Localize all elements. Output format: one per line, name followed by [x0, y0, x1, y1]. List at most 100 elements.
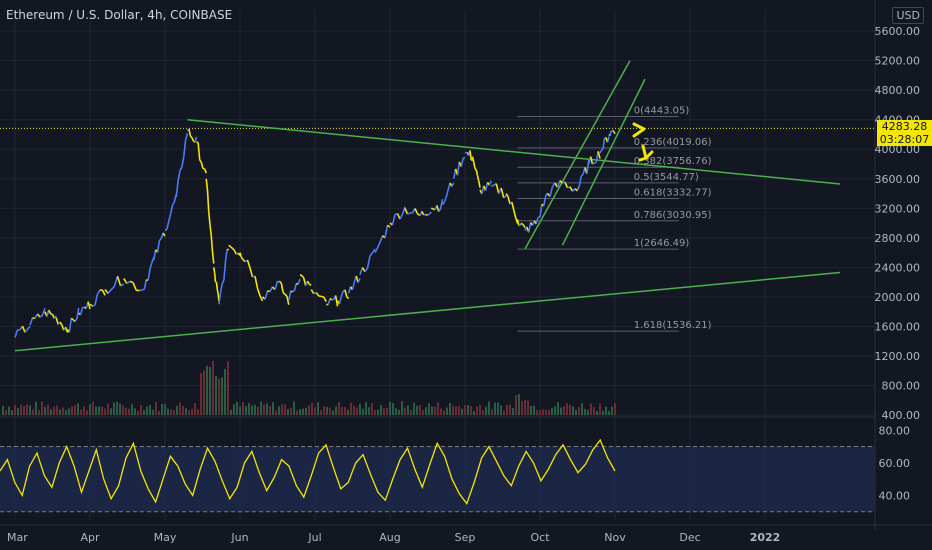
volume-bar	[488, 401, 490, 415]
price-segment	[277, 280, 280, 283]
volume-bar	[71, 406, 73, 415]
price-segment	[612, 130, 615, 133]
time-tick-label: Dec	[679, 531, 700, 544]
volume-bar	[581, 403, 583, 415]
price-segment	[344, 289, 348, 298]
price-segment	[92, 304, 96, 307]
price-segment	[359, 267, 364, 276]
price-segment	[79, 307, 84, 315]
volume-bar	[5, 409, 7, 415]
volume-bar	[170, 409, 172, 415]
fib-level-label: 1(2646.49)	[634, 238, 690, 249]
volume-bar	[605, 406, 607, 415]
price-segment	[549, 186, 554, 197]
price-segment	[235, 252, 239, 255]
volume-bar	[308, 405, 310, 415]
price-segment	[425, 213, 428, 216]
currency-button[interactable]: USD	[892, 7, 924, 24]
price-segment	[606, 136, 610, 143]
price-segment	[196, 141, 199, 144]
price-segment	[399, 213, 404, 220]
price-segment	[120, 283, 125, 287]
volume-bar	[164, 404, 166, 415]
price-segment	[41, 307, 46, 316]
volume-bar	[8, 406, 10, 415]
price-segment	[132, 282, 137, 291]
volume-bar	[602, 410, 604, 415]
volume-bar	[272, 402, 274, 415]
volume-bar	[110, 408, 112, 415]
price-segment	[29, 317, 34, 326]
volume-bar	[578, 406, 580, 415]
price-segment	[351, 281, 356, 290]
price-segment	[580, 173, 584, 177]
price-segment	[113, 276, 119, 287]
price-segment	[194, 136, 198, 143]
volume-bar	[443, 410, 445, 415]
price-tick-label: 3200.00	[875, 202, 921, 215]
trendline	[561, 78, 646, 246]
volume-bar	[293, 401, 295, 415]
volume-bar	[269, 405, 271, 415]
volume-bar	[608, 410, 610, 415]
trendline	[187, 118, 841, 185]
time-axis[interactable]: Mar Apr May Jun Jul Aug Sep Oct Nov Dec 2022	[0, 524, 932, 544]
fib-level-label: 0.236(4019.06)	[634, 137, 712, 148]
price-segment	[206, 190, 210, 212]
price-segment	[211, 251, 215, 264]
volume-bar	[176, 405, 178, 415]
volume-bar	[146, 406, 148, 415]
volume-bar	[527, 400, 529, 415]
chart-title: Ethereum / U.S. Dollar, 4h, COINBASE	[6, 8, 233, 22]
volume-bar	[263, 404, 265, 415]
volume-bar	[161, 403, 163, 415]
volume-bar	[434, 406, 436, 415]
volume-bar	[401, 401, 403, 415]
rsi-tick-label: 60.00	[879, 457, 911, 470]
price-segment	[514, 217, 519, 224]
price-segment	[209, 224, 213, 236]
volume-bar	[503, 410, 505, 415]
volume-bar	[386, 407, 388, 415]
price-segment	[116, 275, 122, 287]
volume-bar	[584, 408, 586, 415]
volume-bar	[47, 404, 49, 415]
price-segment	[495, 183, 500, 194]
volume-bar	[236, 401, 238, 415]
volume-bar	[149, 405, 151, 415]
price-axis[interactable]: 5600.005200.004800.004400.004000.003600.…	[875, 0, 932, 530]
volume-bar	[95, 406, 97, 415]
price-segment	[559, 179, 564, 184]
volume-bar	[305, 407, 307, 415]
price-segment	[129, 280, 134, 284]
volume-bar	[368, 407, 370, 415]
price-segment	[346, 296, 350, 300]
volume-bar	[266, 403, 268, 415]
volume-bar	[374, 410, 376, 415]
rsi-tick-label: 40.00	[879, 489, 911, 502]
trendline	[524, 60, 631, 250]
volume-bar	[290, 407, 292, 415]
price-segment	[219, 283, 224, 293]
price-segment	[53, 315, 57, 319]
price-segment	[313, 291, 317, 295]
volume-bar	[227, 361, 229, 415]
volume-bar	[350, 402, 352, 415]
time-tick-label: Mar	[7, 531, 28, 544]
volume-bar	[125, 407, 127, 415]
volume-bar	[590, 403, 592, 415]
volume-bar	[107, 403, 109, 415]
fib-level-label: 0.618(3332.77)	[634, 188, 712, 199]
fib-level-label: 0(4443.05)	[634, 106, 690, 117]
trendline	[14, 271, 841, 352]
volume-bar	[128, 408, 130, 415]
price-segment	[471, 156, 475, 163]
time-tick-label: Aug	[379, 531, 400, 544]
price-segment	[207, 211, 211, 225]
price-segment	[371, 248, 376, 254]
price-segment	[369, 252, 374, 257]
price-segment	[306, 280, 311, 285]
price-segment	[107, 289, 112, 294]
volume-bar	[404, 407, 406, 415]
